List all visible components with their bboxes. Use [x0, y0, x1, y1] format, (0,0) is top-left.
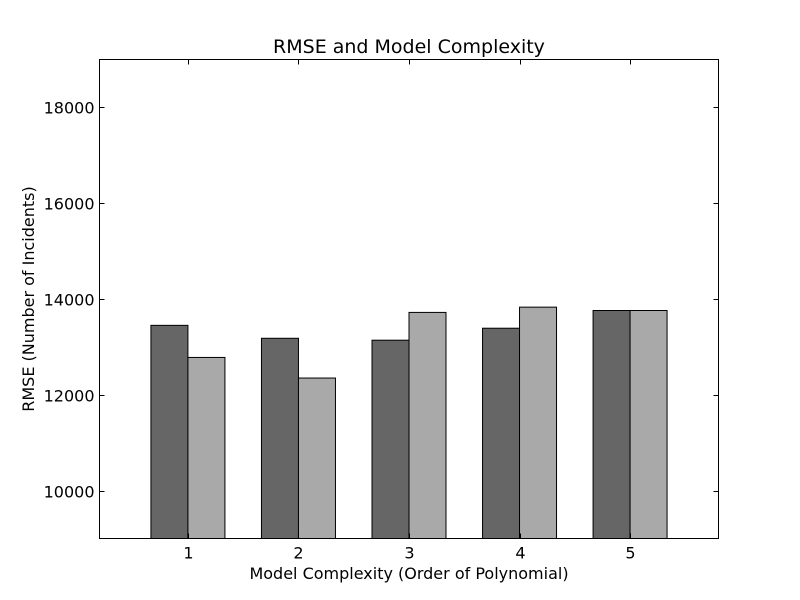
bar-series2-cat1: [187, 356, 226, 539]
bar-series1-cat2: [260, 337, 299, 540]
y-axis-title: RMSE (Number of Incidents): [19, 186, 38, 411]
bar-series2-cat3: [408, 311, 447, 539]
chart-title: RMSE and Model Complexity: [273, 36, 545, 58]
x-tick-label: 4: [515, 544, 525, 563]
y-tick-label: 10000: [44, 483, 95, 502]
y-tick-label: 16000: [44, 195, 95, 214]
bar-series2-cat2: [297, 377, 336, 539]
y-tick-label: 14000: [44, 291, 95, 310]
bar-series2-cat5: [629, 309, 668, 539]
bars-group: [150, 306, 668, 540]
x-tick-label: 2: [293, 544, 303, 563]
x-tick-label: 3: [404, 544, 414, 563]
x-tick-label: 1: [183, 544, 193, 563]
bar-series1-cat3: [371, 339, 410, 539]
bar-series1-cat1: [150, 324, 189, 539]
bar-series2-cat4: [519, 306, 558, 539]
y-tick-label: 18000: [44, 99, 95, 118]
bar-series1-cat4: [482, 327, 521, 539]
x-tick-label: 5: [625, 544, 635, 563]
x-axis-title: Model Complexity (Order of Polynomial): [249, 564, 568, 583]
y-tick-label: 12000: [44, 387, 95, 406]
ticks-group: 10000 12000 14000 16000 18000 1 2 3 4 5: [44, 59, 719, 563]
bar-series1-cat5: [592, 309, 631, 539]
